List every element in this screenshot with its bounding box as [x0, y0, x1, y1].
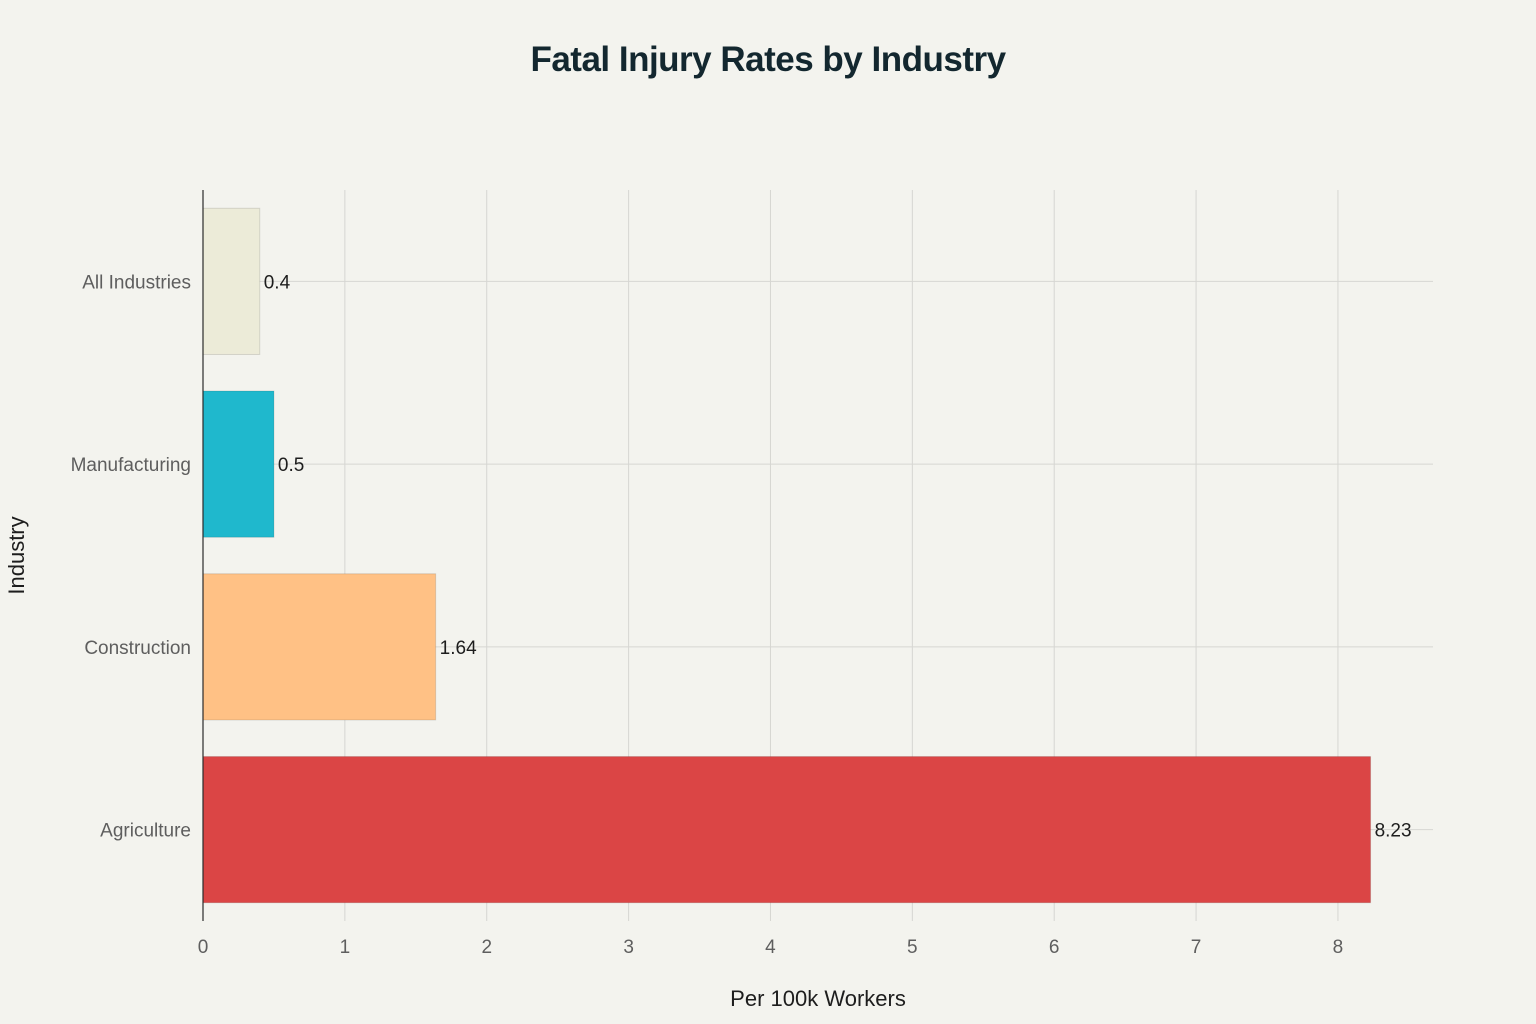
grid-lines	[203, 190, 1433, 921]
x-tick-label: 8	[1333, 937, 1344, 958]
x-tick-label: 0	[198, 937, 209, 958]
category-label: Construction	[84, 638, 191, 659]
x-tick-label: 2	[481, 937, 492, 958]
data-label: 1.64	[440, 638, 477, 659]
category-label: Manufacturing	[71, 455, 191, 476]
category-label: Agriculture	[100, 821, 191, 842]
y-axis-title: Industry	[4, 516, 29, 594]
x-tick-label: 7	[1191, 937, 1202, 958]
x-axis-title: Per 100k Workers	[730, 986, 906, 1011]
x-tick-label: 4	[765, 937, 776, 958]
bars	[202, 207, 1372, 904]
data-label: 8.23	[1375, 821, 1412, 842]
x-tick-label: 6	[1049, 937, 1060, 958]
bar-all-industries	[202, 207, 261, 355]
x-tick-label: 3	[623, 937, 634, 958]
x-tick-label: 1	[340, 937, 351, 958]
bar-agriculture	[202, 756, 1372, 904]
category-label: All Industries	[82, 272, 191, 293]
x-tick-label: 5	[907, 937, 918, 958]
data-labels: 0.4 0.5 1.64 8.23	[264, 272, 1412, 841]
bar-construction	[202, 573, 437, 721]
data-label: 0.4	[264, 272, 291, 293]
data-label: 0.5	[278, 455, 304, 476]
category-labels: All Industries Manufacturing Construction A…	[71, 272, 191, 841]
bar-manufacturing	[202, 390, 275, 538]
x-tick-labels: 0 1 2 3 4 5 6 7 8	[198, 937, 1344, 958]
chart-title: Fatal Injury Rates by Industry	[530, 40, 1006, 79]
